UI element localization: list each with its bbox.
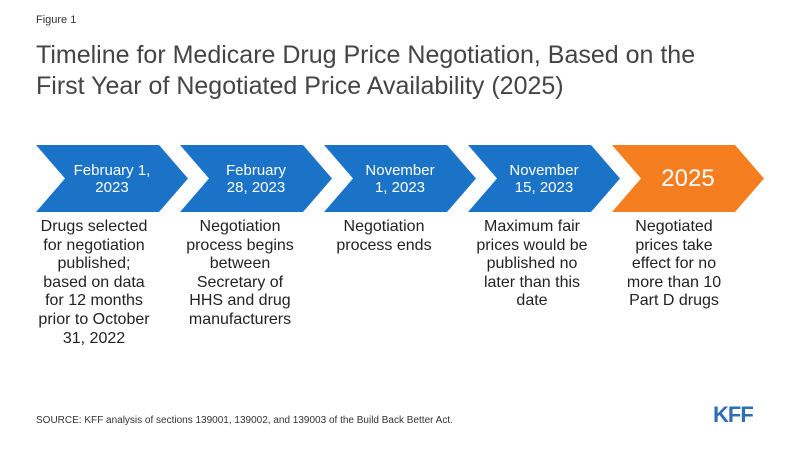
timeline-step-3: November 1, 2023 [324, 145, 476, 212]
chevron-arrow-icon [36, 145, 188, 212]
timeline-step-2-date: February 28, 2023 [225, 161, 287, 196]
timeline-step-4: November 15, 2023 [468, 145, 620, 212]
timeline-step-2-description: Negotiation process begins between Secre… [186, 218, 294, 328]
timeline-step-5: 2025 [612, 145, 764, 212]
timeline-step-5-description: Negotiated prices take effect for no mor… [626, 218, 722, 310]
chevron-arrow-icon [612, 145, 764, 212]
source-note: SOURCE: KFF analysis of sections 139001,… [36, 415, 453, 426]
timeline-step-1-description: Drugs selected for negotiation published… [38, 218, 150, 347]
timeline-step-1: February 1, 2023 [36, 145, 188, 212]
kff-logo: KFF [713, 402, 754, 427]
timeline-step-1-date: February 1, 2023 [73, 161, 151, 196]
figure-label: Figure 1 [36, 14, 77, 26]
figure-title: Timeline for Medicare Drug Price Negotia… [36, 41, 696, 100]
chevron-arrow-icon [468, 145, 620, 212]
timeline-step-4-date: November 15, 2023 [509, 161, 579, 196]
chevron-arrow-icon [324, 145, 476, 212]
timeline-step-3-date: November 1, 2023 [365, 161, 435, 196]
timeline-step-4-description: Maximum fair prices would be published n… [476, 218, 588, 310]
chevron-arrow-icon [180, 145, 332, 212]
timeline-step-2: February 28, 2023 [180, 145, 332, 212]
timeline-step-5-date: 2025 [661, 164, 715, 192]
timeline-step-3-description: Negotiation process ends [336, 218, 432, 254]
